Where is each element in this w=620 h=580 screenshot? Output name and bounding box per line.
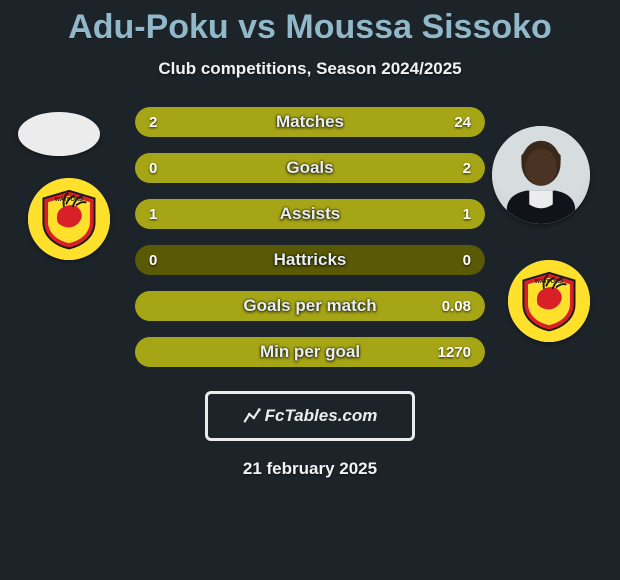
stats-container: 224Matches 02Goals 11Assists 00Hattricks 0.0… (135, 107, 485, 367)
page-title: Adu-Poku vs Moussa Sissoko (0, 0, 620, 47)
stat-label: Assists (135, 204, 485, 224)
subtitle: Club competitions, Season 2024/2025 (0, 59, 620, 79)
stat-row: 224Matches (135, 107, 485, 137)
player-left-photo (18, 112, 100, 156)
stat-label: Matches (135, 112, 485, 132)
stat-row: 1270Min per goal (135, 337, 485, 367)
player-left-club-badge: WATFORD (28, 178, 110, 260)
stat-row: 02Goals (135, 153, 485, 183)
player-right-photo (492, 126, 590, 224)
fctables-label: FcTables.com (265, 406, 378, 426)
stat-label: Goals (135, 158, 485, 178)
watford-badge-icon: WATFORD (28, 178, 110, 260)
stat-label: Hattricks (135, 250, 485, 270)
fctables-logo-icon (243, 407, 261, 425)
svg-text:WATFORD: WATFORD (535, 279, 564, 285)
svg-text:WATFORD: WATFORD (55, 197, 84, 203)
watford-badge-icon: WATFORD (508, 260, 590, 342)
stat-label: Min per goal (135, 342, 485, 362)
stat-row: 00Hattricks (135, 245, 485, 275)
stat-row: 0.08Goals per match (135, 291, 485, 321)
date-caption: 21 february 2025 (0, 459, 620, 479)
player-right-club-badge: WATFORD (508, 260, 590, 342)
fctables-watermark: FcTables.com (205, 391, 415, 441)
stat-label: Goals per match (135, 296, 485, 316)
stat-row: 11Assists (135, 199, 485, 229)
